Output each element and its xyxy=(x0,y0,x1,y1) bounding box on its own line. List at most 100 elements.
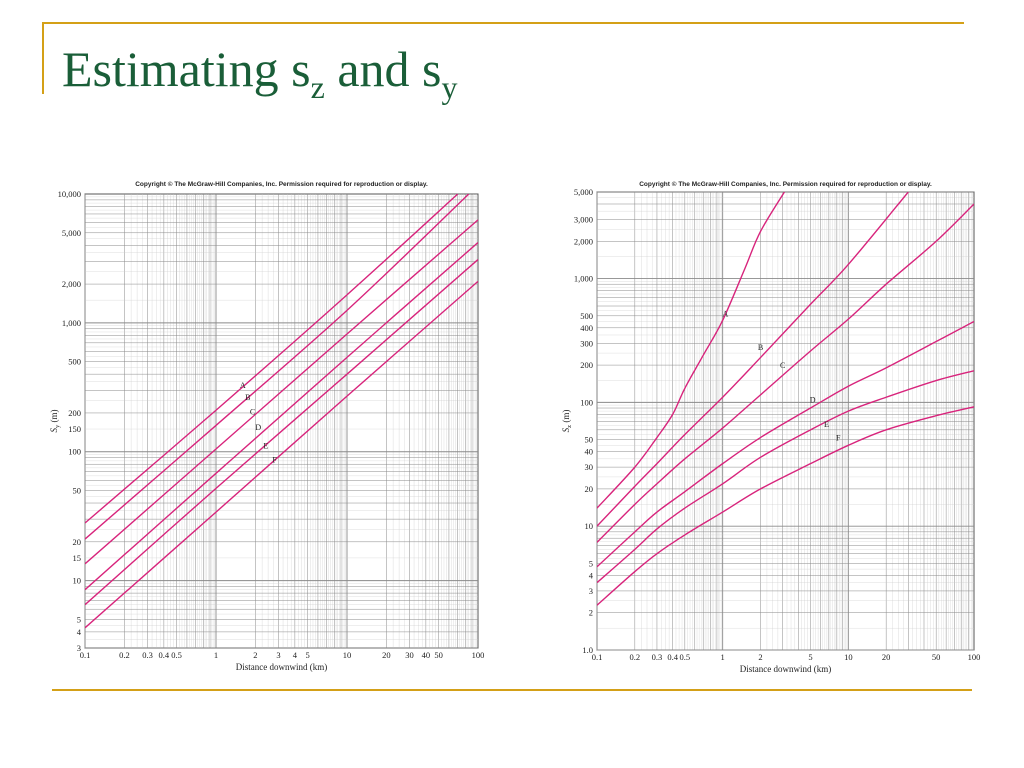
x-tick-label: 5 xyxy=(808,652,812,662)
slide-title: Estimating sz and sy xyxy=(62,40,457,106)
x-tick-label: 5 xyxy=(305,650,309,660)
x-axis-label: Distance downwind (km) xyxy=(740,664,831,674)
y-tick-label: 20 xyxy=(585,484,594,494)
x-tick-label: 20 xyxy=(882,652,891,662)
slide-title-part1: Estimating s xyxy=(62,41,311,97)
series-line-e xyxy=(597,370,974,584)
series-line-a xyxy=(597,192,786,509)
series-label-a: A xyxy=(722,310,728,319)
series-line-c xyxy=(85,219,478,565)
series-label-a: A xyxy=(240,381,246,390)
series-line-c xyxy=(597,203,974,543)
x-tick-label: 50 xyxy=(434,650,443,660)
series-line-d xyxy=(85,242,478,591)
y-tick-label: 10 xyxy=(73,576,82,586)
series-line-e xyxy=(85,259,478,606)
series-label-d: D xyxy=(255,423,261,432)
series-label-f: F xyxy=(272,456,277,465)
y-tick-label: 4 xyxy=(589,570,594,580)
x-tick-label: 0.4 xyxy=(159,650,170,660)
slide-title-sub-y: y xyxy=(441,69,458,105)
series-line-d xyxy=(597,320,974,568)
series-line-f xyxy=(85,280,478,629)
x-tick-label: 0.5 xyxy=(171,650,182,660)
accent-bar-top xyxy=(42,22,964,24)
y-tick-label: 2,000 xyxy=(574,236,593,246)
x-tick-label: 30 xyxy=(405,650,414,660)
y-tick-label: 150 xyxy=(68,424,81,434)
x-tick-label: 3 xyxy=(276,650,280,660)
y-tick-label: 4 xyxy=(77,627,82,637)
x-tick-label: 2 xyxy=(758,652,762,662)
x-tick-label: 0.1 xyxy=(592,652,603,662)
y-tick-label: 3 xyxy=(589,586,593,596)
y-tick-label: 5,000 xyxy=(574,187,593,197)
x-tick-label: 50 xyxy=(932,652,941,662)
y-tick-label: 300 xyxy=(580,338,593,348)
y-tick-label: 200 xyxy=(580,360,593,370)
x-tick-label: 0.5 xyxy=(680,652,691,662)
slide-title-part2: and s xyxy=(324,41,442,97)
y-tick-label: 2,000 xyxy=(62,279,81,289)
series-line-f xyxy=(597,406,974,606)
grid xyxy=(84,194,478,649)
x-tick-label: 0.2 xyxy=(119,650,130,660)
series-line-b xyxy=(85,194,470,540)
y-tick-label: 10 xyxy=(585,521,594,531)
y-tick-label: 100 xyxy=(580,397,593,407)
series-label-b: B xyxy=(245,393,250,402)
sigma-y-chart: Copyright © The McGraw-Hill Companies, I… xyxy=(49,180,485,672)
x-tick-label: 40 xyxy=(422,650,431,660)
x-tick-label: 10 xyxy=(844,652,853,662)
x-tick-label: 20 xyxy=(382,650,391,660)
y-tick-label: 1.0 xyxy=(582,645,593,655)
series-label-e: E xyxy=(263,441,268,450)
y-axis-label: Sy (m) xyxy=(49,410,61,433)
series-line-a xyxy=(85,194,459,524)
series-label-f: F xyxy=(836,434,841,443)
x-tick-label: 100 xyxy=(472,650,485,660)
y-tick-label: 3 xyxy=(77,643,81,653)
x-axis-label: Distance downwind (km) xyxy=(236,662,327,672)
y-tick-label: 5 xyxy=(589,558,593,568)
x-tick-label: 4 xyxy=(293,650,298,660)
y-tick-label: 5,000 xyxy=(62,228,81,238)
x-tick-label: 0.4 xyxy=(667,652,678,662)
y-tick-label: 1,000 xyxy=(574,274,593,284)
series-label-c: C xyxy=(780,361,785,370)
y-tick-label: 30 xyxy=(585,462,594,472)
x-tick-label: 0.3 xyxy=(142,650,153,660)
y-tick-label: 100 xyxy=(68,447,81,457)
sigma-z-chart: Copyright © The McGraw-Hill Companies, I… xyxy=(561,180,981,674)
x-tick-label: 1 xyxy=(721,652,725,662)
y-tick-label: 50 xyxy=(585,435,594,445)
y-tick-label: 500 xyxy=(580,311,593,321)
plot-area xyxy=(596,191,975,651)
plot-area xyxy=(84,193,479,649)
x-tick-label: 0.1 xyxy=(80,650,91,660)
y-tick-label: 1,000 xyxy=(62,318,81,328)
y-tick-label: 500 xyxy=(68,357,81,367)
y-tick-label: 20 xyxy=(73,537,82,547)
x-tick-label: 10 xyxy=(343,650,352,660)
y-axis-label: Sz (m) xyxy=(561,410,573,433)
x-tick-label: 100 xyxy=(968,652,981,662)
y-tick-label: 200 xyxy=(68,408,81,418)
y-tick-label: 10,000 xyxy=(58,189,81,199)
x-tick-label: 1 xyxy=(214,650,218,660)
grid xyxy=(596,191,974,651)
y-tick-label: 5 xyxy=(77,614,81,624)
slide-title-sub-z: z xyxy=(310,69,325,105)
y-tick-label: 15 xyxy=(73,553,82,563)
series-label-d: D xyxy=(810,396,816,405)
y-tick-label: 50 xyxy=(73,486,82,496)
series-label-c: C xyxy=(250,408,255,417)
y-tick-label: 40 xyxy=(585,447,594,457)
y-tick-label: 2 xyxy=(589,608,593,618)
series-line-b xyxy=(597,192,909,527)
accent-bar-left xyxy=(42,22,44,94)
x-tick-label: 0.3 xyxy=(652,652,663,662)
x-tick-label: 0.2 xyxy=(630,652,641,662)
y-tick-label: 3,000 xyxy=(574,214,593,224)
copyright-text: Copyright © The McGraw-Hill Companies, I… xyxy=(639,180,932,188)
